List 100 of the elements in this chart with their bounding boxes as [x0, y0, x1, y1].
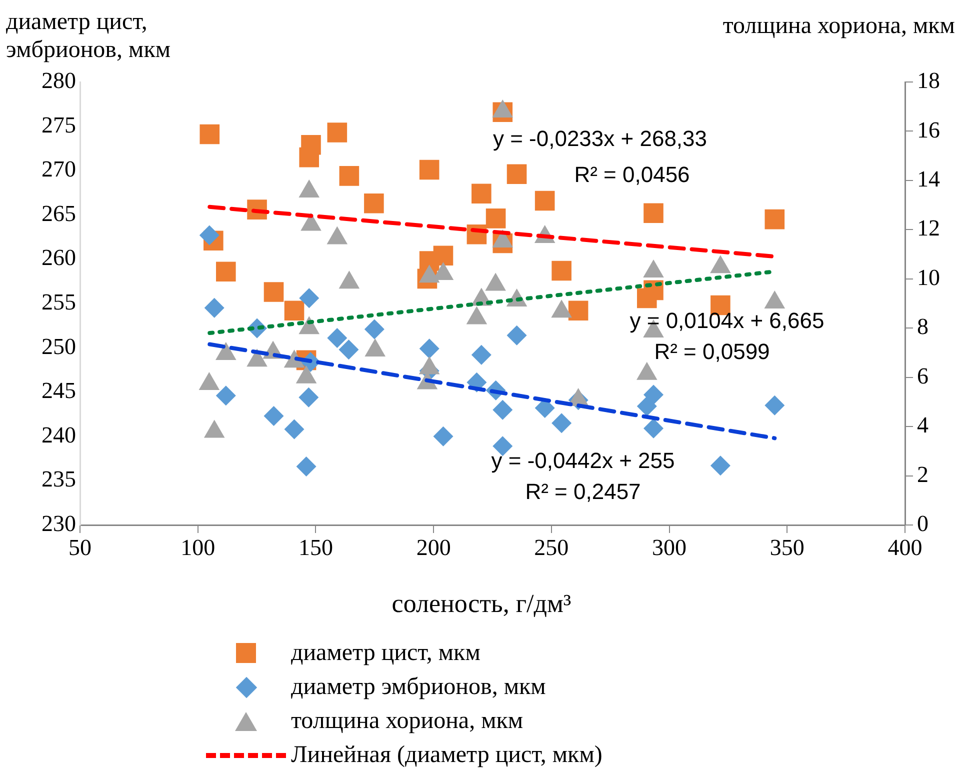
y-axis-title: диаметр цист, эмбрионов, мкм — [6, 8, 171, 64]
point — [710, 456, 730, 476]
point — [419, 338, 440, 359]
point — [433, 426, 454, 446]
y2-tick-label: 12 — [917, 216, 940, 241]
legend-label: толщина хориона, мкм — [291, 708, 524, 734]
y2-tick-label: 14 — [917, 166, 940, 192]
point — [198, 372, 220, 390]
x-tick-label: 300 — [652, 534, 687, 560]
point — [216, 386, 236, 406]
point — [643, 418, 664, 438]
point — [466, 306, 488, 324]
y2-tick-label: 8 — [917, 314, 928, 340]
y2-tick-label: 16 — [917, 117, 940, 142]
point — [419, 160, 440, 180]
point — [264, 406, 284, 426]
point — [471, 344, 492, 365]
point — [643, 384, 664, 405]
point — [492, 436, 513, 456]
y2-tick-label: 0 — [917, 511, 928, 536]
x-tick-label: 100 — [180, 534, 216, 560]
point — [284, 300, 304, 320]
y-tick-label: 270 — [42, 156, 76, 182]
point — [644, 203, 664, 224]
point — [296, 365, 317, 384]
point — [300, 212, 322, 231]
y-tick-label: 250 — [42, 334, 76, 359]
point — [326, 226, 348, 244]
point — [364, 338, 386, 357]
point — [418, 356, 440, 374]
point — [764, 209, 785, 230]
point — [485, 272, 506, 291]
x-tick-label: 200 — [416, 534, 451, 560]
point — [338, 270, 360, 289]
point — [506, 164, 527, 184]
point — [636, 396, 657, 416]
point — [636, 362, 658, 380]
point — [264, 282, 284, 302]
point — [301, 135, 321, 155]
point — [506, 325, 527, 346]
legend-label: диаметр цист, мкм — [291, 640, 480, 666]
point — [216, 342, 236, 360]
point — [298, 387, 319, 408]
point — [492, 229, 514, 248]
point — [284, 419, 304, 440]
y2-tick-label: 6 — [917, 363, 928, 388]
point — [551, 300, 572, 318]
point — [568, 300, 588, 320]
x-tick-label: 350 — [770, 534, 804, 560]
point — [299, 288, 320, 308]
y2-axis-title: толщина хориона, мкм — [722, 12, 955, 40]
point — [486, 208, 506, 228]
y-tick-label: 240 — [42, 422, 76, 448]
point — [764, 395, 785, 416]
point — [327, 122, 348, 142]
x-tick-label: 250 — [534, 534, 569, 560]
point — [433, 246, 454, 266]
point — [216, 262, 236, 282]
point — [534, 190, 555, 211]
point — [338, 340, 359, 360]
x-axis-title: соленость, г/дм³ — [390, 589, 572, 618]
annotation: y = -0,0233x + 268,33 — [492, 126, 708, 152]
point — [204, 298, 224, 318]
point — [472, 184, 492, 204]
point — [764, 290, 786, 309]
point — [327, 328, 348, 348]
annotation: y = 0,0104x + 6,665 — [630, 308, 824, 334]
y2-tick-label: 10 — [917, 264, 940, 290]
x-tick-label: 400 — [888, 534, 922, 560]
y-tick-label: 280 — [42, 68, 76, 94]
annotation: R² = 0,2457 — [525, 479, 641, 504]
y-tick-label: 230 — [42, 511, 76, 536]
point — [204, 420, 225, 438]
point — [552, 413, 572, 434]
y-tick-label: 235 — [42, 466, 76, 492]
point — [418, 264, 440, 283]
point — [339, 166, 360, 186]
annotation: R² = 0,0599 — [654, 339, 770, 364]
point — [199, 225, 220, 246]
y-tick-label: 265 — [42, 200, 76, 226]
point — [492, 100, 514, 118]
y-tick-label: 255 — [42, 290, 76, 315]
x-tick-label: 50 — [68, 534, 92, 560]
y-tick-label: 245 — [42, 378, 76, 404]
y2-tick-label: 2 — [917, 462, 928, 487]
point — [246, 348, 268, 367]
annotation: R² = 0,0456 — [574, 162, 690, 188]
point — [200, 124, 220, 144]
legend-label: Линейная (диаметр цист, мкм) — [291, 742, 602, 768]
point — [296, 456, 316, 477]
point — [643, 260, 664, 278]
point — [364, 193, 384, 214]
y-tick-label: 260 — [42, 245, 76, 270]
x-tick-label: 150 — [298, 534, 333, 560]
point — [298, 180, 320, 198]
point — [710, 255, 731, 274]
y2-tick-label: 4 — [917, 412, 929, 438]
point — [364, 319, 384, 340]
annotation: y = -0,0442x + 255 — [491, 448, 675, 474]
point — [552, 260, 572, 281]
